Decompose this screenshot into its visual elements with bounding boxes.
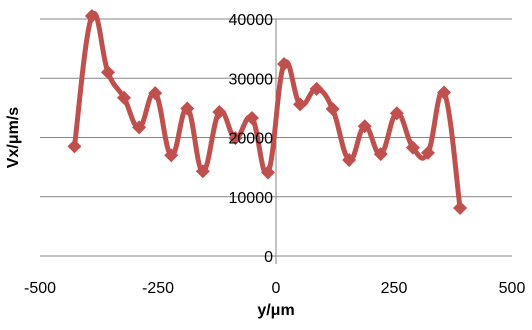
x-tick-label: -250	[142, 280, 174, 297]
y-tick-labels: 0 10000 20000 30000 40000	[229, 12, 274, 266]
data-point-marker	[100, 65, 115, 80]
data-point-marker	[180, 101, 195, 116]
y-tick-label: 20000	[229, 131, 274, 148]
y-tick-label: 0	[264, 249, 273, 266]
data-point-marker	[148, 86, 163, 101]
data-point-marker	[325, 102, 340, 117]
data-point-marker	[309, 81, 324, 96]
y-tick-label: 40000	[229, 12, 274, 29]
data-point-marker	[389, 106, 404, 121]
data-point-marker	[244, 110, 259, 125]
data-point-marker	[164, 148, 179, 163]
y-tick-label: 30000	[229, 71, 274, 88]
x-tick-label: -500	[24, 280, 56, 297]
x-tick-label: 0	[272, 280, 281, 297]
data-point-marker	[195, 164, 210, 179]
data-point-marker	[117, 90, 132, 105]
data-point-marker	[357, 119, 372, 134]
data-point-marker	[342, 153, 357, 168]
data-point-marker	[373, 147, 388, 162]
y-tick-label: 10000	[229, 190, 274, 207]
data-point-marker	[405, 140, 420, 155]
y-axis-title: Vx/μm/s	[5, 107, 22, 168]
series-group	[67, 9, 468, 216]
data-point-marker	[277, 57, 292, 72]
data-point-marker	[67, 139, 82, 154]
x-axis-title: y/μm	[257, 302, 294, 319]
data-point-marker	[437, 85, 452, 100]
data-point-marker	[132, 120, 147, 135]
data-point-marker	[260, 165, 275, 180]
data-point-marker	[228, 131, 243, 146]
x-tick-label: 500	[499, 280, 526, 297]
data-point-marker	[420, 145, 435, 160]
data-point-marker	[453, 201, 468, 216]
data-point-marker	[293, 97, 308, 112]
data-point-marker	[212, 105, 227, 120]
x-tick-label: 250	[381, 280, 408, 297]
x-tick-labels: -500 -250 0 250 500	[24, 280, 525, 297]
data-point-marker	[84, 9, 99, 24]
series-line-0	[71, 11, 463, 209]
